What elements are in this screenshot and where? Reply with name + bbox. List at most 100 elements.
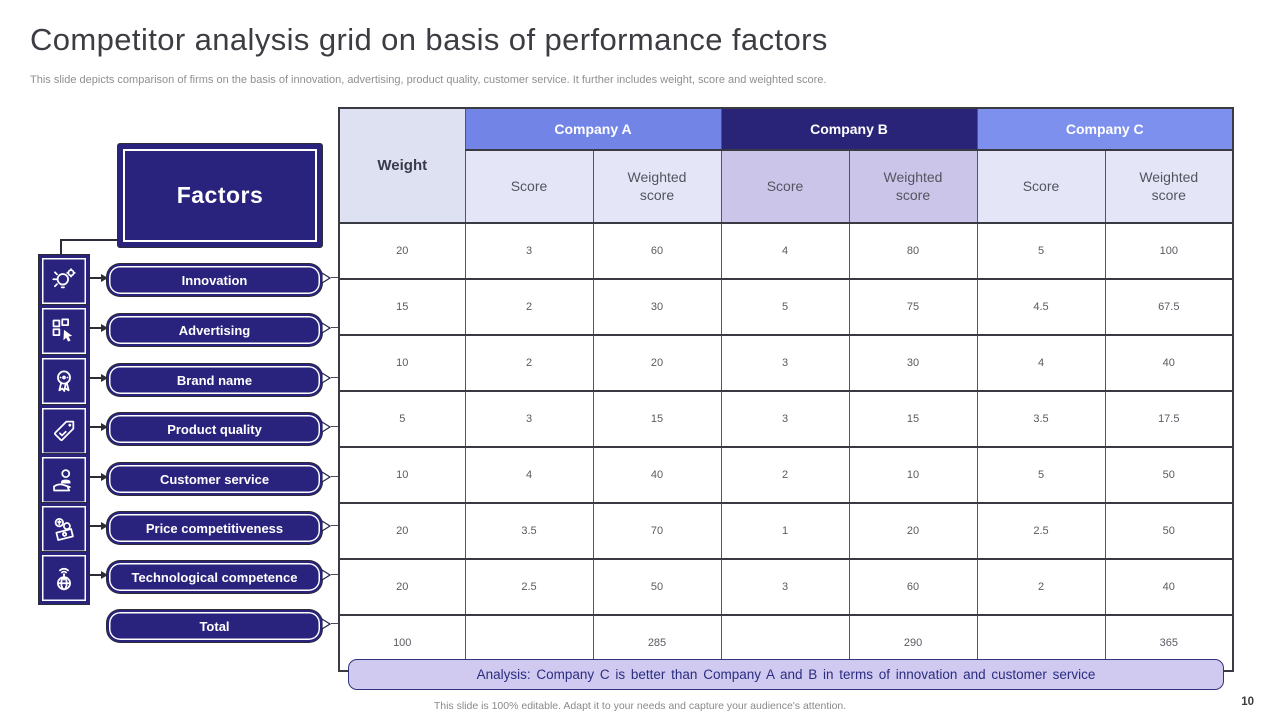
- factor-pill-advertising: Advertising: [107, 314, 322, 346]
- table-cell: 30: [592, 278, 722, 336]
- row-connector: [331, 476, 338, 478]
- score-header: Score: [720, 149, 850, 224]
- row-connector: [331, 377, 338, 379]
- factor-pill-technological-competence: Technological competence: [107, 561, 322, 593]
- factor-label: Brand name: [176, 372, 253, 388]
- triangle-pointer-icon: [321, 372, 331, 384]
- table-cell: 40: [1104, 334, 1234, 392]
- footer-note: This slide is 100% editable. Adapt it to…: [433, 700, 847, 712]
- technology-globe-icon: [39, 552, 89, 604]
- table-cell: 2: [464, 278, 594, 336]
- table-cell: 3.5: [976, 390, 1106, 448]
- row-connector: [331, 525, 338, 527]
- table-cell: 20: [338, 222, 466, 280]
- triangle-pointer-icon: [321, 322, 331, 334]
- customer-care-icon: [39, 454, 89, 506]
- innovation-bulb-icon: [39, 255, 89, 307]
- table-cell: 10: [338, 334, 466, 392]
- factor-label: Advertising: [178, 322, 251, 338]
- arrowhead-icon: [101, 324, 108, 332]
- table-cell: 10: [338, 446, 466, 504]
- arrow-connector: [87, 426, 102, 428]
- arrow-connector: [87, 377, 102, 379]
- table-row: 20 2.5 50 3 60 2 40: [338, 558, 1234, 616]
- weight-header: Weight: [338, 107, 466, 224]
- analysis-text: Analysis: Company C is better than Compa…: [476, 667, 1096, 682]
- factor-label: Total: [199, 618, 230, 634]
- advertising-click-icon: [39, 305, 89, 357]
- table-cell: 50: [592, 558, 722, 616]
- arrowhead-icon: [101, 522, 108, 530]
- table-cell: 60: [848, 558, 978, 616]
- table-cell: 5: [976, 222, 1106, 280]
- triangle-pointer-icon: [321, 520, 331, 532]
- arrow-connector: [87, 327, 102, 329]
- table-cell: 50: [1104, 446, 1234, 504]
- factor-pill-price-competitiveness: Price competitiveness: [107, 512, 322, 544]
- arrow-connector: [87, 277, 102, 279]
- table-cell: 40: [1104, 558, 1234, 616]
- table-cell: 3: [720, 390, 850, 448]
- weighted-score-header: Weighted score: [1104, 149, 1234, 224]
- row-connector: [331, 574, 338, 576]
- table-body: 20 3 60 4 80 5 100 15 2 30 5 75 4.5 67.5 10 2 20 3 30 4 40 5 3…: [338, 222, 1234, 672]
- table-cell: 3: [464, 390, 594, 448]
- table-row: 20 3.5 70 1 20 2.5 50: [338, 502, 1234, 560]
- row-connector: [331, 327, 338, 329]
- company-c-header: Company C: [976, 107, 1234, 151]
- table-row: 5 3 15 3 15 3.5 17.5: [338, 390, 1234, 448]
- table-cell: 1: [720, 502, 850, 560]
- row-connector: [331, 426, 338, 428]
- table-cell: 100: [1104, 222, 1234, 280]
- arrowhead-icon: [101, 473, 108, 481]
- table-cell: 75: [848, 278, 978, 336]
- page-number: 10: [1241, 696, 1254, 708]
- table-cell: 80: [848, 222, 978, 280]
- table-cell: 20: [338, 558, 466, 616]
- table-cell: 3: [720, 558, 850, 616]
- arrow-connector: [87, 476, 102, 478]
- factor-label: Customer service: [159, 471, 270, 487]
- factor-label: Product quality: [167, 421, 262, 437]
- table-cell: 3.5: [464, 502, 594, 560]
- company-a-header: Company A: [464, 107, 722, 151]
- table-cell: 30: [848, 334, 978, 392]
- table-cell: 4: [464, 446, 594, 504]
- triangle-pointer-icon: [321, 471, 331, 483]
- table-cell: 15: [592, 390, 722, 448]
- table-cell: 15: [338, 278, 466, 336]
- factor-pill-total: Total: [107, 610, 322, 642]
- page-subtitle: This slide depicts comparison of firms o…: [30, 74, 827, 86]
- table-cell: 67.5: [1104, 278, 1234, 336]
- table-row: 10 4 40 2 10 5 50: [338, 446, 1234, 504]
- row-connector: [331, 277, 338, 279]
- arrowhead-icon: [101, 423, 108, 431]
- table-cell: 4: [976, 334, 1106, 392]
- triangle-pointer-icon: [321, 569, 331, 581]
- table-cell: 2: [720, 446, 850, 504]
- product-tag-icon: [39, 405, 89, 457]
- score-header: Score: [464, 149, 594, 224]
- weighted-score-header: Weighted score: [848, 149, 978, 224]
- price-coins-icon: [39, 503, 89, 555]
- connector-line: [60, 239, 118, 241]
- company-b-header: Company B: [720, 107, 978, 151]
- analysis-callout: Analysis: Company C is better than Compa…: [348, 659, 1224, 690]
- brand-badge-icon: [39, 355, 89, 407]
- factor-pill-customer-service: Customer service: [107, 463, 322, 495]
- factors-heading: Factors: [176, 182, 264, 208]
- table-row: 20 3 60 4 80 5 100: [338, 222, 1234, 280]
- factors-heading-box: Factors: [118, 144, 322, 247]
- table-cell: 4.5: [976, 278, 1106, 336]
- arrow-connector: [87, 525, 102, 527]
- factor-label: Innovation: [181, 272, 248, 288]
- table-cell: 5: [976, 446, 1106, 504]
- table-row: 10 2 20 3 30 4 40: [338, 334, 1234, 392]
- triangle-pointer-icon: [321, 421, 331, 433]
- table-cell: 3: [464, 222, 594, 280]
- table-cell: 17.5: [1104, 390, 1234, 448]
- table-cell: 70: [592, 502, 722, 560]
- arrowhead-icon: [101, 274, 108, 282]
- factor-pill-brand-name: Brand name: [107, 364, 322, 396]
